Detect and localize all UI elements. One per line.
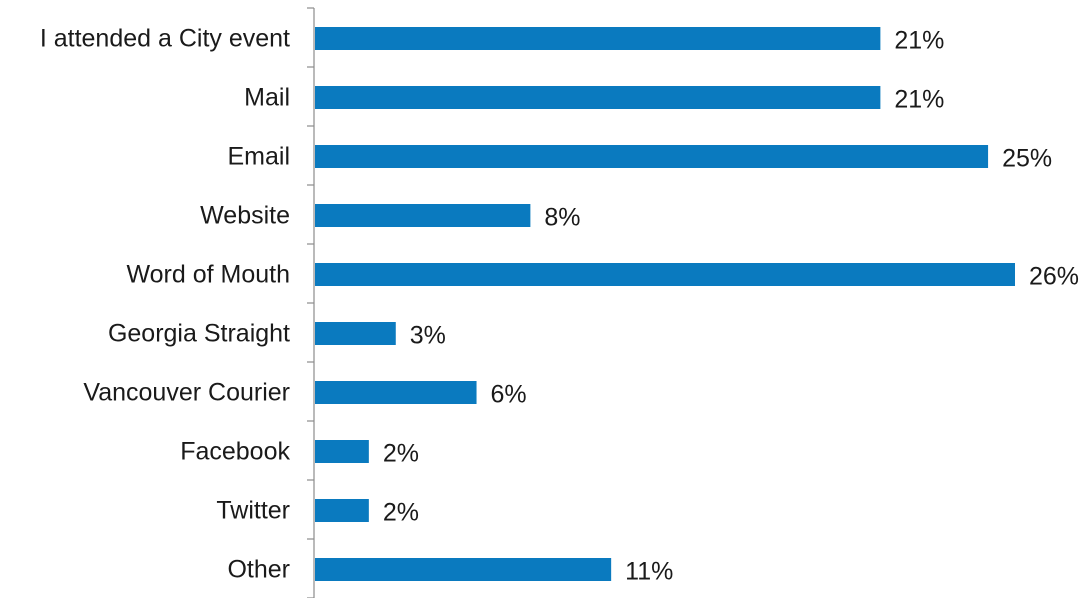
category-labels-group: I attended a City event Mail Email Website W… xyxy=(40,25,291,584)
bar xyxy=(315,440,369,463)
data-label: 3% xyxy=(410,322,446,350)
bar xyxy=(315,558,612,581)
category-label: Website xyxy=(200,202,290,230)
bar xyxy=(315,381,477,404)
data-label: 21% xyxy=(894,27,944,55)
data-label: 6% xyxy=(491,381,527,409)
bar xyxy=(315,322,396,345)
value-labels-group: 21% 21% 25% 8% 26% 3% 6% 2% 2% 11% xyxy=(383,27,1079,586)
bar xyxy=(315,263,1015,286)
data-label: 21% xyxy=(894,86,944,114)
category-label: I attended a City event xyxy=(40,25,290,53)
bar xyxy=(315,86,881,109)
data-label: 8% xyxy=(544,204,580,232)
bar xyxy=(315,499,369,522)
bars-group xyxy=(315,27,1015,581)
data-label: 25% xyxy=(1002,145,1052,173)
category-label: Vancouver Courier xyxy=(83,379,290,407)
bar xyxy=(315,204,531,227)
data-label: 2% xyxy=(383,440,419,468)
category-label: Other xyxy=(227,556,290,584)
category-label: Email xyxy=(227,143,290,171)
category-label: Word of Mouth xyxy=(126,261,290,289)
category-label: Facebook xyxy=(180,438,290,466)
data-label: 11% xyxy=(625,558,673,586)
data-label: 2% xyxy=(383,499,419,527)
bar xyxy=(315,145,989,168)
category-axis xyxy=(307,7,315,598)
data-label: 26% xyxy=(1029,263,1079,291)
category-label: Mail xyxy=(244,84,290,112)
category-label: Twitter xyxy=(216,497,290,525)
category-label: Georgia Straight xyxy=(108,320,290,348)
bar xyxy=(315,27,881,50)
